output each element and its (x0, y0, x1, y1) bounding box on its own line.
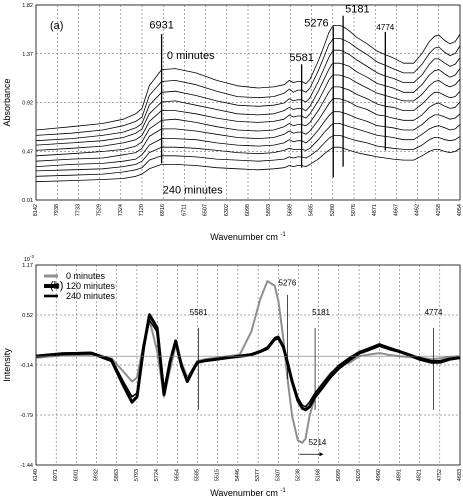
y-tick-label: 0.01 (22, 198, 33, 204)
legend-label-3: 240 minutes (66, 291, 116, 301)
annotation-label-5181: 5181 (312, 308, 330, 317)
y-tick-label: 1.82 (22, 3, 33, 9)
x-tick-label: 5307 (275, 469, 281, 481)
series-line-7 (35, 98, 461, 162)
x-tick-label: 5377 (255, 469, 261, 481)
y-axis-label: Intensity (2, 348, 12, 382)
x-tick-label: 4821 (417, 469, 423, 481)
x-tick-label: 4054 (457, 204, 463, 216)
x-tick-label: 5446 (235, 469, 241, 481)
series-line-2 (35, 38, 461, 136)
x-tick-label: 5724 (154, 469, 160, 481)
x-tick-label: 6507 (203, 204, 209, 216)
x-tick-label: 6711 (181, 204, 187, 216)
series-label-top: 0 minutes (167, 50, 215, 62)
annotation-label-5181: 5181 (345, 4, 369, 16)
x-tick-label: 7529 (97, 204, 103, 216)
x-tick-label: 6140 (33, 469, 39, 481)
panel-label: (a) (50, 20, 63, 32)
series-line-1 (35, 25, 461, 131)
x-tick-label: 5099 (336, 469, 342, 481)
x-axis-label-superscript: -1 (280, 488, 286, 494)
x-tick-label: 7938 (54, 204, 60, 216)
x-axis-label-superscript: -1 (280, 232, 286, 238)
x-tick-label: 5485 (309, 204, 315, 216)
panel-b-intensity-chart: 6140 6071 6001 5932 5863 5793 5724 5654 5585 5515… (2, 254, 463, 498)
x-tick-label: 6001 (73, 469, 79, 481)
annotation-label-4774: 4774 (425, 308, 443, 317)
series-label-bottom: 240 minutes (163, 185, 223, 197)
series-line-11 (35, 146, 461, 183)
y-tick-label: -0.14 (20, 363, 33, 369)
x-tick-label: 5585 (195, 469, 201, 481)
x-tick-label: 5893 (266, 204, 272, 216)
x-tick-label: 5029 (356, 469, 362, 481)
annotation-label-5581: 5581 (190, 308, 208, 317)
annotation-label-4774: 4774 (376, 23, 394, 32)
x-tick-label: 4683 (457, 469, 463, 481)
y-axis-label: Absorbance (2, 78, 12, 126)
x-tick-label: 5932 (94, 469, 100, 481)
x-tick-label: 6916 (160, 204, 166, 216)
panel-a-absorbance-chart: 8142 7938 7733 7529 7324 7120 6916 6711 6507 6302… (2, 3, 463, 242)
x-tick-label: 6071 (53, 469, 59, 481)
y-tick-label: 0.52 (22, 313, 33, 319)
y-tick-label: 1.17 (22, 263, 33, 269)
y-multiplier: 10-3 (24, 254, 35, 263)
x-tick-label: 7120 (139, 204, 145, 216)
annotation-label-5276: 5276 (279, 279, 297, 288)
x-tick-label: 4667 (393, 204, 399, 216)
legend-label-1: 0 minutes (66, 271, 106, 281)
y-tick-label: 0.47 (22, 149, 33, 155)
x-tick-label: 8142 (33, 204, 39, 216)
x-tick-label: 5863 (114, 469, 120, 481)
x-tick-label: 6098 (245, 204, 251, 216)
x-tick-label: 5654 (174, 469, 180, 481)
x-tick-label: 7733 (75, 204, 81, 216)
y-tick-label: -0.79 (20, 413, 33, 419)
annotation-label-5214: 5214 (309, 438, 327, 447)
annotation-label-5581: 5581 (289, 52, 313, 64)
x-tick-label: 6302 (224, 204, 230, 216)
x-tick-label: 4871 (372, 204, 378, 216)
series-line-6 (35, 86, 461, 157)
x-tick-label: 4462 (415, 204, 421, 216)
annotation-label-6931: 6931 (149, 20, 173, 32)
series-line-4 (35, 62, 461, 146)
y-multiplier-exponent: -3 (30, 254, 34, 259)
series-line-3 (35, 319, 461, 408)
y-tick-label: 1.37 (22, 52, 33, 58)
legend-label-2: 120 minutes (66, 281, 116, 291)
x-axis-label: Wavenumber cm -1 (210, 488, 286, 498)
x-axis-label: Wavenumber cm -1 (210, 232, 286, 242)
y-tick-label: 0.92 (22, 101, 33, 107)
annotation-label-5276: 5276 (304, 18, 328, 30)
x-tick-label: 4891 (396, 469, 402, 481)
series-line-10 (35, 135, 461, 177)
x-tick-label: 7324 (118, 204, 124, 216)
series-line-9 (35, 123, 461, 172)
x-tick-label: 4960 (376, 469, 382, 481)
series-line-3 (35, 49, 461, 142)
x-tick-label: 5689 (287, 204, 293, 216)
series-line-8 (35, 111, 461, 167)
y-tick-label: -1.44 (20, 463, 33, 469)
x-tick-label: 4752 (437, 469, 443, 481)
x-tick-label: 5168 (316, 469, 322, 481)
x-tick-label: 4258 (436, 204, 442, 216)
x-tick-label: 5076 (351, 204, 357, 216)
x-tick-label: 5515 (215, 469, 221, 481)
x-tick-label: 5793 (134, 469, 140, 481)
series-line-2 (35, 313, 461, 412)
series-line-5 (35, 74, 461, 151)
x-tick-label: 5238 (295, 469, 301, 481)
x-tick-label: 5280 (330, 204, 336, 216)
annotation-arrowhead-5214 (319, 452, 324, 457)
